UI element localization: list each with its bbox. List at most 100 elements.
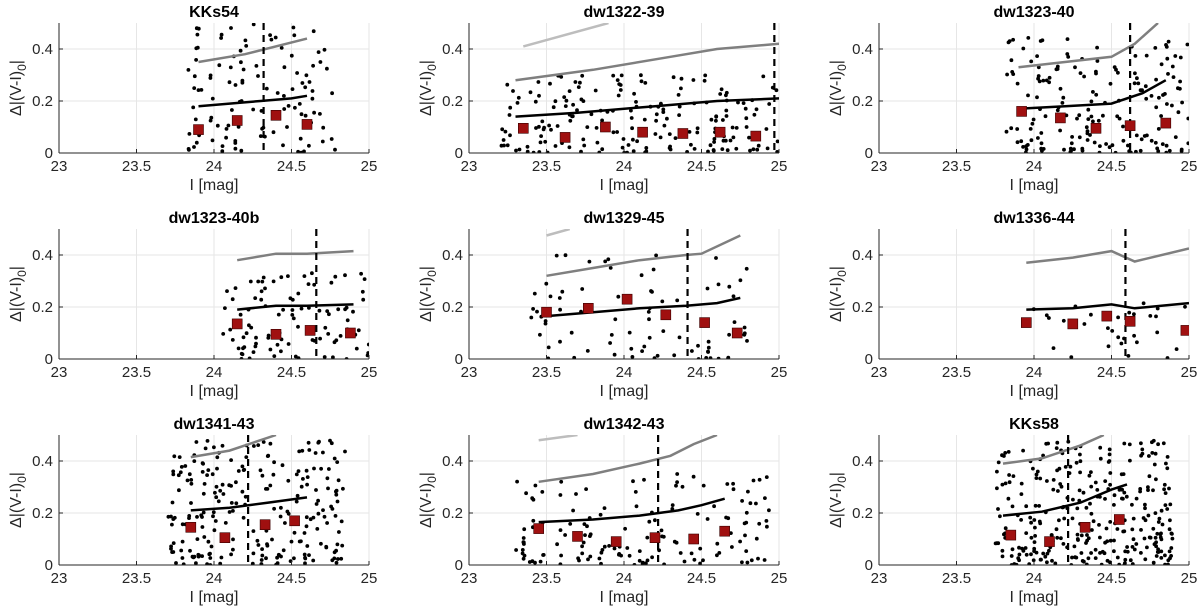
star-point bbox=[1086, 117, 1091, 121]
star-point bbox=[734, 126, 739, 130]
star-point bbox=[1103, 497, 1107, 501]
star-point bbox=[240, 489, 245, 494]
star-point bbox=[189, 501, 193, 505]
star-point bbox=[692, 147, 697, 151]
star-point bbox=[240, 78, 245, 83]
star-point bbox=[661, 110, 666, 114]
star-point bbox=[995, 469, 999, 474]
star-point bbox=[1053, 561, 1058, 565]
star-point bbox=[325, 521, 329, 525]
star-point bbox=[642, 117, 647, 122]
star-point bbox=[330, 91, 334, 96]
y-tick-label: 0.2 bbox=[852, 299, 873, 316]
star-point bbox=[660, 299, 665, 304]
star-point bbox=[706, 149, 710, 153]
star-point bbox=[1130, 562, 1135, 565]
star-point bbox=[621, 137, 626, 141]
star-point bbox=[675, 480, 679, 484]
star-point bbox=[210, 96, 215, 101]
binned-square bbox=[517, 123, 529, 134]
star-point bbox=[1043, 114, 1048, 119]
star-point bbox=[180, 539, 185, 544]
star-point bbox=[1031, 117, 1036, 122]
star-point bbox=[1139, 441, 1143, 446]
panel-title: KKs58 bbox=[1009, 416, 1059, 433]
y-label-end: | bbox=[828, 266, 845, 270]
star-point bbox=[223, 306, 227, 310]
star-point bbox=[527, 560, 532, 564]
star-point bbox=[1132, 333, 1136, 338]
star-point bbox=[278, 514, 283, 519]
star-point bbox=[212, 445, 216, 450]
star-point bbox=[295, 493, 300, 498]
star-point bbox=[587, 259, 592, 264]
star-point bbox=[305, 475, 310, 479]
star-point bbox=[1007, 473, 1011, 477]
star-point bbox=[1112, 538, 1116, 543]
panel-dw1329-45: 23 23.5 24 24.5 25 0 0.2 0.4 dw1329-45 I [mag] Δ|(… bbox=[418, 210, 787, 400]
star-point bbox=[1123, 549, 1128, 554]
star-point bbox=[259, 289, 264, 294]
star-point bbox=[555, 542, 559, 547]
y-tick-label: 0 bbox=[45, 145, 53, 162]
star-point bbox=[571, 102, 575, 107]
star-point bbox=[1143, 506, 1147, 511]
star-point bbox=[1095, 45, 1099, 50]
y-tick-label: 0.2 bbox=[32, 93, 53, 110]
star-point bbox=[609, 333, 614, 337]
star-point bbox=[1178, 79, 1182, 84]
star-point bbox=[272, 354, 277, 358]
binned-square bbox=[289, 515, 300, 527]
star-point bbox=[1115, 114, 1120, 119]
star-point bbox=[281, 307, 285, 312]
star-point bbox=[261, 440, 266, 444]
star-point bbox=[524, 491, 528, 496]
star-point bbox=[520, 548, 525, 552]
star-point bbox=[516, 95, 521, 100]
star-point bbox=[540, 119, 545, 124]
binned-square bbox=[270, 328, 282, 340]
y-label-main: Δ|(V-I) bbox=[8, 71, 25, 116]
star-point bbox=[254, 335, 258, 340]
star-point bbox=[1062, 147, 1066, 152]
x-tick-label: 23 bbox=[871, 570, 888, 587]
y-tick-label: 0 bbox=[455, 557, 463, 574]
star-point bbox=[316, 50, 321, 54]
star-point bbox=[1185, 42, 1189, 47]
star-point bbox=[1029, 552, 1033, 557]
binned-square bbox=[304, 325, 316, 336]
star-point bbox=[325, 476, 330, 481]
star-point bbox=[1160, 522, 1165, 527]
star-point bbox=[564, 98, 569, 103]
star-point bbox=[1105, 539, 1110, 544]
star-point bbox=[1066, 55, 1071, 59]
star-point bbox=[1055, 108, 1060, 113]
star-point bbox=[170, 550, 175, 554]
error-line-dark bbox=[198, 37, 308, 64]
star-point bbox=[1140, 447, 1145, 452]
star-point bbox=[239, 148, 244, 153]
binned-square bbox=[193, 124, 204, 135]
star-point bbox=[244, 331, 249, 336]
x-tick-label: 23.5 bbox=[122, 570, 151, 587]
star-point bbox=[192, 145, 196, 149]
star-point bbox=[219, 36, 224, 40]
star-point bbox=[715, 553, 719, 558]
star-point bbox=[1141, 301, 1146, 306]
star-point bbox=[1176, 110, 1181, 115]
star-point bbox=[534, 126, 538, 130]
star-point bbox=[505, 82, 510, 87]
star-point bbox=[208, 556, 213, 560]
star-point bbox=[319, 541, 323, 546]
panel-title: dw1341-43 bbox=[174, 416, 255, 433]
star-point bbox=[571, 508, 575, 513]
x-tick-label: 25 bbox=[361, 158, 378, 175]
y-tick-label: 0.4 bbox=[32, 453, 53, 470]
star-point bbox=[643, 150, 647, 153]
star-point bbox=[1153, 451, 1158, 456]
star-point bbox=[1112, 493, 1117, 498]
star-point bbox=[563, 253, 568, 258]
star-point bbox=[547, 123, 551, 128]
star-point bbox=[1082, 74, 1086, 79]
y-tick-label: 0.4 bbox=[442, 247, 463, 264]
